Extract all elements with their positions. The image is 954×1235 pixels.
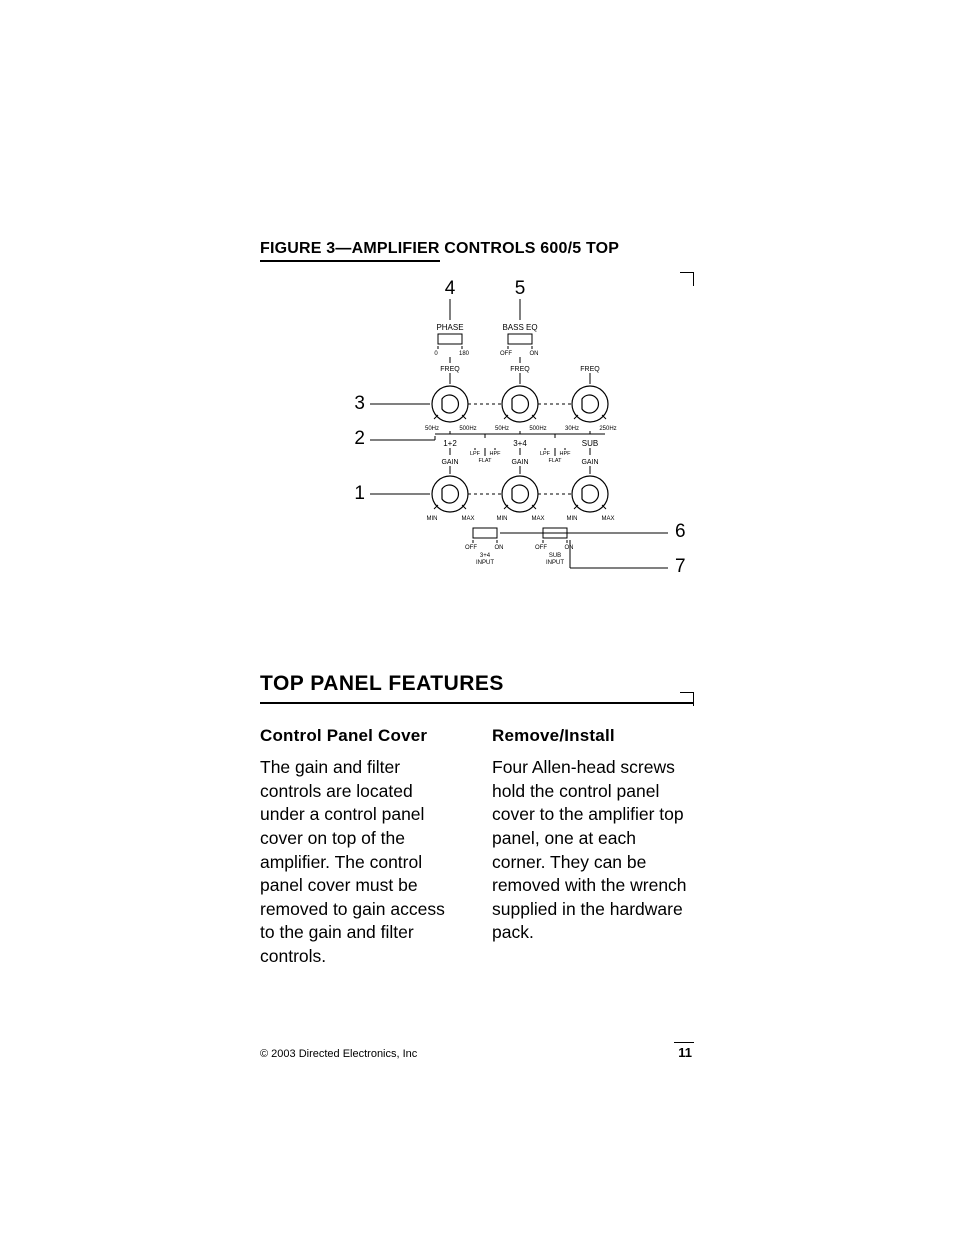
svg-text:FREQ: FREQ [580, 366, 600, 373]
copyright-text: © 2003 Directed Electronics, Inc [260, 1048, 417, 1060]
svg-text:GAIN: GAIN [441, 459, 458, 466]
svg-text:MAX: MAX [601, 516, 614, 522]
svg-text:1: 1 [354, 483, 365, 504]
svg-text:0: 0 [434, 351, 438, 357]
col1-heading: Control Panel Cover [260, 726, 462, 746]
svg-text:250Hz: 250Hz [599, 426, 616, 432]
column-1: Control Panel Cover The gain and filter … [260, 726, 462, 969]
svg-text:4: 4 [445, 278, 456, 299]
svg-text:3: 3 [354, 393, 365, 414]
svg-text:500Hz: 500Hz [459, 426, 476, 432]
svg-text:MAX: MAX [531, 516, 544, 522]
svg-text:30Hz: 30Hz [565, 426, 579, 432]
svg-text:OFF: OFF [465, 545, 477, 551]
section-heading-text: TOP PANEL FEATURES [260, 672, 504, 695]
amplifier-controls-diagram: PHASE 0 180 BASS EQ OFF ON FREQ FREQ [320, 272, 720, 612]
svg-text:ON: ON [530, 351, 539, 357]
svg-text:LPF: LPF [470, 451, 481, 457]
svg-text:OFF: OFF [500, 351, 512, 357]
svg-text:1+2: 1+2 [443, 439, 457, 448]
footer: © 2003 Directed Electronics, Inc 11 [260, 1042, 694, 1060]
svg-text:HPF: HPF [490, 451, 502, 457]
svg-text:INPUT: INPUT [476, 560, 494, 566]
svg-text:MAX: MAX [461, 516, 474, 522]
figure-area: PHASE 0 180 BASS EQ OFF ON FREQ FREQ [260, 272, 694, 612]
svg-text:ON: ON [565, 545, 574, 551]
page-number: 11 [674, 1042, 694, 1060]
svg-text:INPUT: INPUT [546, 560, 564, 566]
two-column-block: Control Panel Cover The gain and filter … [260, 726, 694, 969]
col1-body: The gain and filter controls are located… [260, 756, 462, 969]
svg-text:500Hz: 500Hz [529, 426, 546, 432]
svg-text:MIN: MIN [497, 516, 508, 522]
gain-knob-2: MIN MAX [497, 466, 545, 522]
svg-text:GAIN: GAIN [581, 459, 598, 466]
svg-text:3+4: 3+4 [513, 439, 527, 448]
svg-text:OFF: OFF [535, 545, 547, 551]
column-2: Remove/Install Four Allen-head screws ho… [492, 726, 694, 969]
gain-knob-1: MIN MAX [427, 466, 475, 522]
svg-text:SUB: SUB [549, 553, 561, 559]
phase-switch: PHASE 0 180 [434, 323, 469, 357]
gain-knob-3: MIN MAX [567, 466, 615, 522]
freq-knob-1: 50Hz 500Hz [425, 373, 477, 432]
section-heading: TOP PANEL FEATURES [260, 672, 694, 704]
svg-text:FREQ: FREQ [510, 366, 530, 373]
freq-knob-2: 50Hz 500Hz [495, 373, 547, 432]
svg-text:FLAT: FLAT [548, 458, 562, 464]
col2-body: Four Allen-head screws hold the control … [492, 756, 694, 945]
svg-text:HPF: HPF [560, 451, 572, 457]
svg-text:5: 5 [515, 278, 526, 299]
svg-text:LPF: LPF [540, 451, 551, 457]
svg-text:SUB: SUB [582, 439, 598, 448]
svg-text:FREQ: FREQ [440, 366, 460, 373]
svg-text:7: 7 [675, 556, 686, 577]
figure-caption: FIGURE 3—AMPLIFIER CONTROLS 600/5 TOP [260, 240, 694, 262]
svg-text:180: 180 [459, 351, 470, 357]
svg-text:ON: ON [495, 545, 504, 551]
svg-text:MIN: MIN [567, 516, 578, 522]
svg-text:2: 2 [354, 428, 365, 449]
svg-text:50Hz: 50Hz [495, 426, 509, 432]
input-switch-34: OFF ON 3+4 INPUT [465, 528, 504, 566]
svg-text:50Hz: 50Hz [425, 426, 439, 432]
svg-text:FLAT: FLAT [478, 458, 492, 464]
svg-text:MIN: MIN [427, 516, 438, 522]
svg-text:PHASE: PHASE [436, 323, 463, 332]
basseq-switch: BASS EQ OFF ON [500, 323, 539, 357]
svg-text:GAIN: GAIN [511, 459, 528, 466]
col2-heading: Remove/Install [492, 726, 694, 746]
svg-text:6: 6 [675, 521, 686, 542]
figure-caption-text: FIGURE 3—AMPLIFIER CONTROLS 600/5 TOP [260, 240, 619, 261]
svg-text:BASS EQ: BASS EQ [502, 323, 537, 332]
freq-knob-3: 30Hz 250Hz [565, 373, 617, 432]
input-switch-sub: OFF ON SUB INPUT [535, 528, 574, 566]
svg-text:3+4: 3+4 [480, 553, 491, 559]
